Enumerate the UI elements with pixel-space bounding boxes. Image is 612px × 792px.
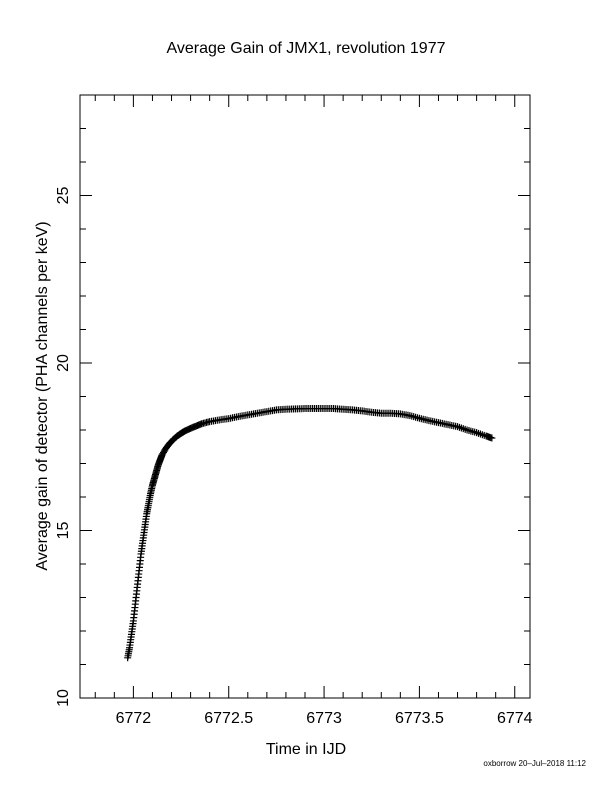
data-point: [488, 434, 496, 442]
y-tick-label: 20: [55, 354, 72, 372]
x-tick-label: 6772: [116, 710, 152, 727]
y-tick-label: 10: [55, 689, 72, 707]
plot-frame: [79, 94, 531, 699]
x-tick-label: 6773: [306, 710, 342, 727]
y-tick-label: 25: [55, 187, 72, 205]
y-axis-label: Average gain of detector (PHA channels p…: [34, 221, 51, 570]
footer-timestamp: oxborrow 20–Jul–2018 11:12: [483, 759, 586, 768]
data-points: [124, 405, 496, 662]
axis-tick-labels: 6772 6772.5 6773 6773.5 6774 10 15 20 25: [55, 187, 533, 728]
axis-ticks: [80, 94, 530, 699]
y-tick-label: 15: [55, 522, 72, 540]
chart-title: Average Gain of JMX1, revolution 1977: [167, 40, 446, 57]
x-axis-label: Time in IJD: [266, 741, 346, 758]
x-tick-label: 6774: [497, 710, 533, 727]
x-tick-label: 6772.5: [204, 710, 253, 727]
x-tick-label: 6773.5: [395, 710, 444, 727]
